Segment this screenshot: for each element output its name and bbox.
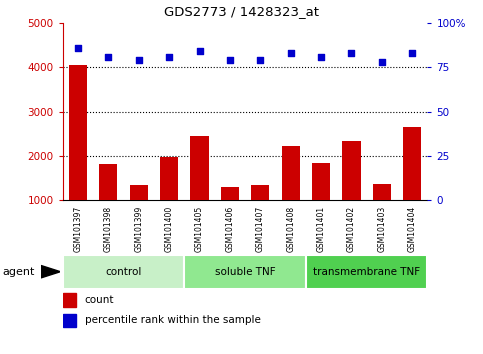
Point: [287, 50, 295, 56]
Point: [135, 57, 142, 63]
Bar: [190, 136, 209, 244]
Point: [104, 54, 112, 59]
Bar: [129, 185, 148, 244]
Bar: [63, 293, 75, 307]
Bar: [221, 187, 239, 244]
Bar: [160, 156, 178, 244]
Text: GDS2773 / 1428323_at: GDS2773 / 1428323_at: [164, 5, 319, 18]
Text: GSM101399: GSM101399: [134, 206, 143, 252]
Bar: [403, 127, 421, 244]
Bar: [63, 255, 185, 289]
Point: [165, 54, 173, 59]
Point: [74, 45, 82, 51]
Text: agent: agent: [2, 267, 35, 277]
Bar: [312, 163, 330, 244]
Point: [226, 57, 234, 63]
Text: GSM101401: GSM101401: [316, 206, 326, 252]
Bar: [282, 145, 300, 244]
Point: [196, 48, 203, 54]
Text: GSM101403: GSM101403: [377, 206, 386, 252]
Text: GSM101398: GSM101398: [104, 206, 113, 252]
Bar: [185, 255, 306, 289]
Text: percentile rank within the sample: percentile rank within the sample: [85, 315, 260, 325]
Text: transmembrane TNF: transmembrane TNF: [313, 267, 420, 277]
Bar: [99, 164, 117, 244]
Polygon shape: [41, 266, 60, 278]
Point: [317, 54, 325, 59]
Point: [256, 57, 264, 63]
Text: GSM101402: GSM101402: [347, 206, 356, 252]
Text: GSM101405: GSM101405: [195, 206, 204, 252]
Point: [348, 50, 355, 56]
Text: count: count: [85, 295, 114, 305]
Text: control: control: [105, 267, 142, 277]
Point: [378, 59, 386, 65]
Text: GSM101406: GSM101406: [226, 206, 234, 252]
Point: [409, 50, 416, 56]
Text: GSM101397: GSM101397: [73, 206, 83, 252]
Bar: [251, 184, 270, 244]
Bar: [342, 141, 361, 244]
Text: GSM101408: GSM101408: [286, 206, 295, 252]
Text: GSM101404: GSM101404: [408, 206, 417, 252]
Bar: [63, 314, 75, 327]
Bar: [69, 65, 87, 244]
Text: GSM101400: GSM101400: [165, 206, 174, 252]
Bar: [373, 184, 391, 244]
Text: soluble TNF: soluble TNF: [215, 267, 275, 277]
Bar: [306, 255, 427, 289]
Text: GSM101407: GSM101407: [256, 206, 265, 252]
